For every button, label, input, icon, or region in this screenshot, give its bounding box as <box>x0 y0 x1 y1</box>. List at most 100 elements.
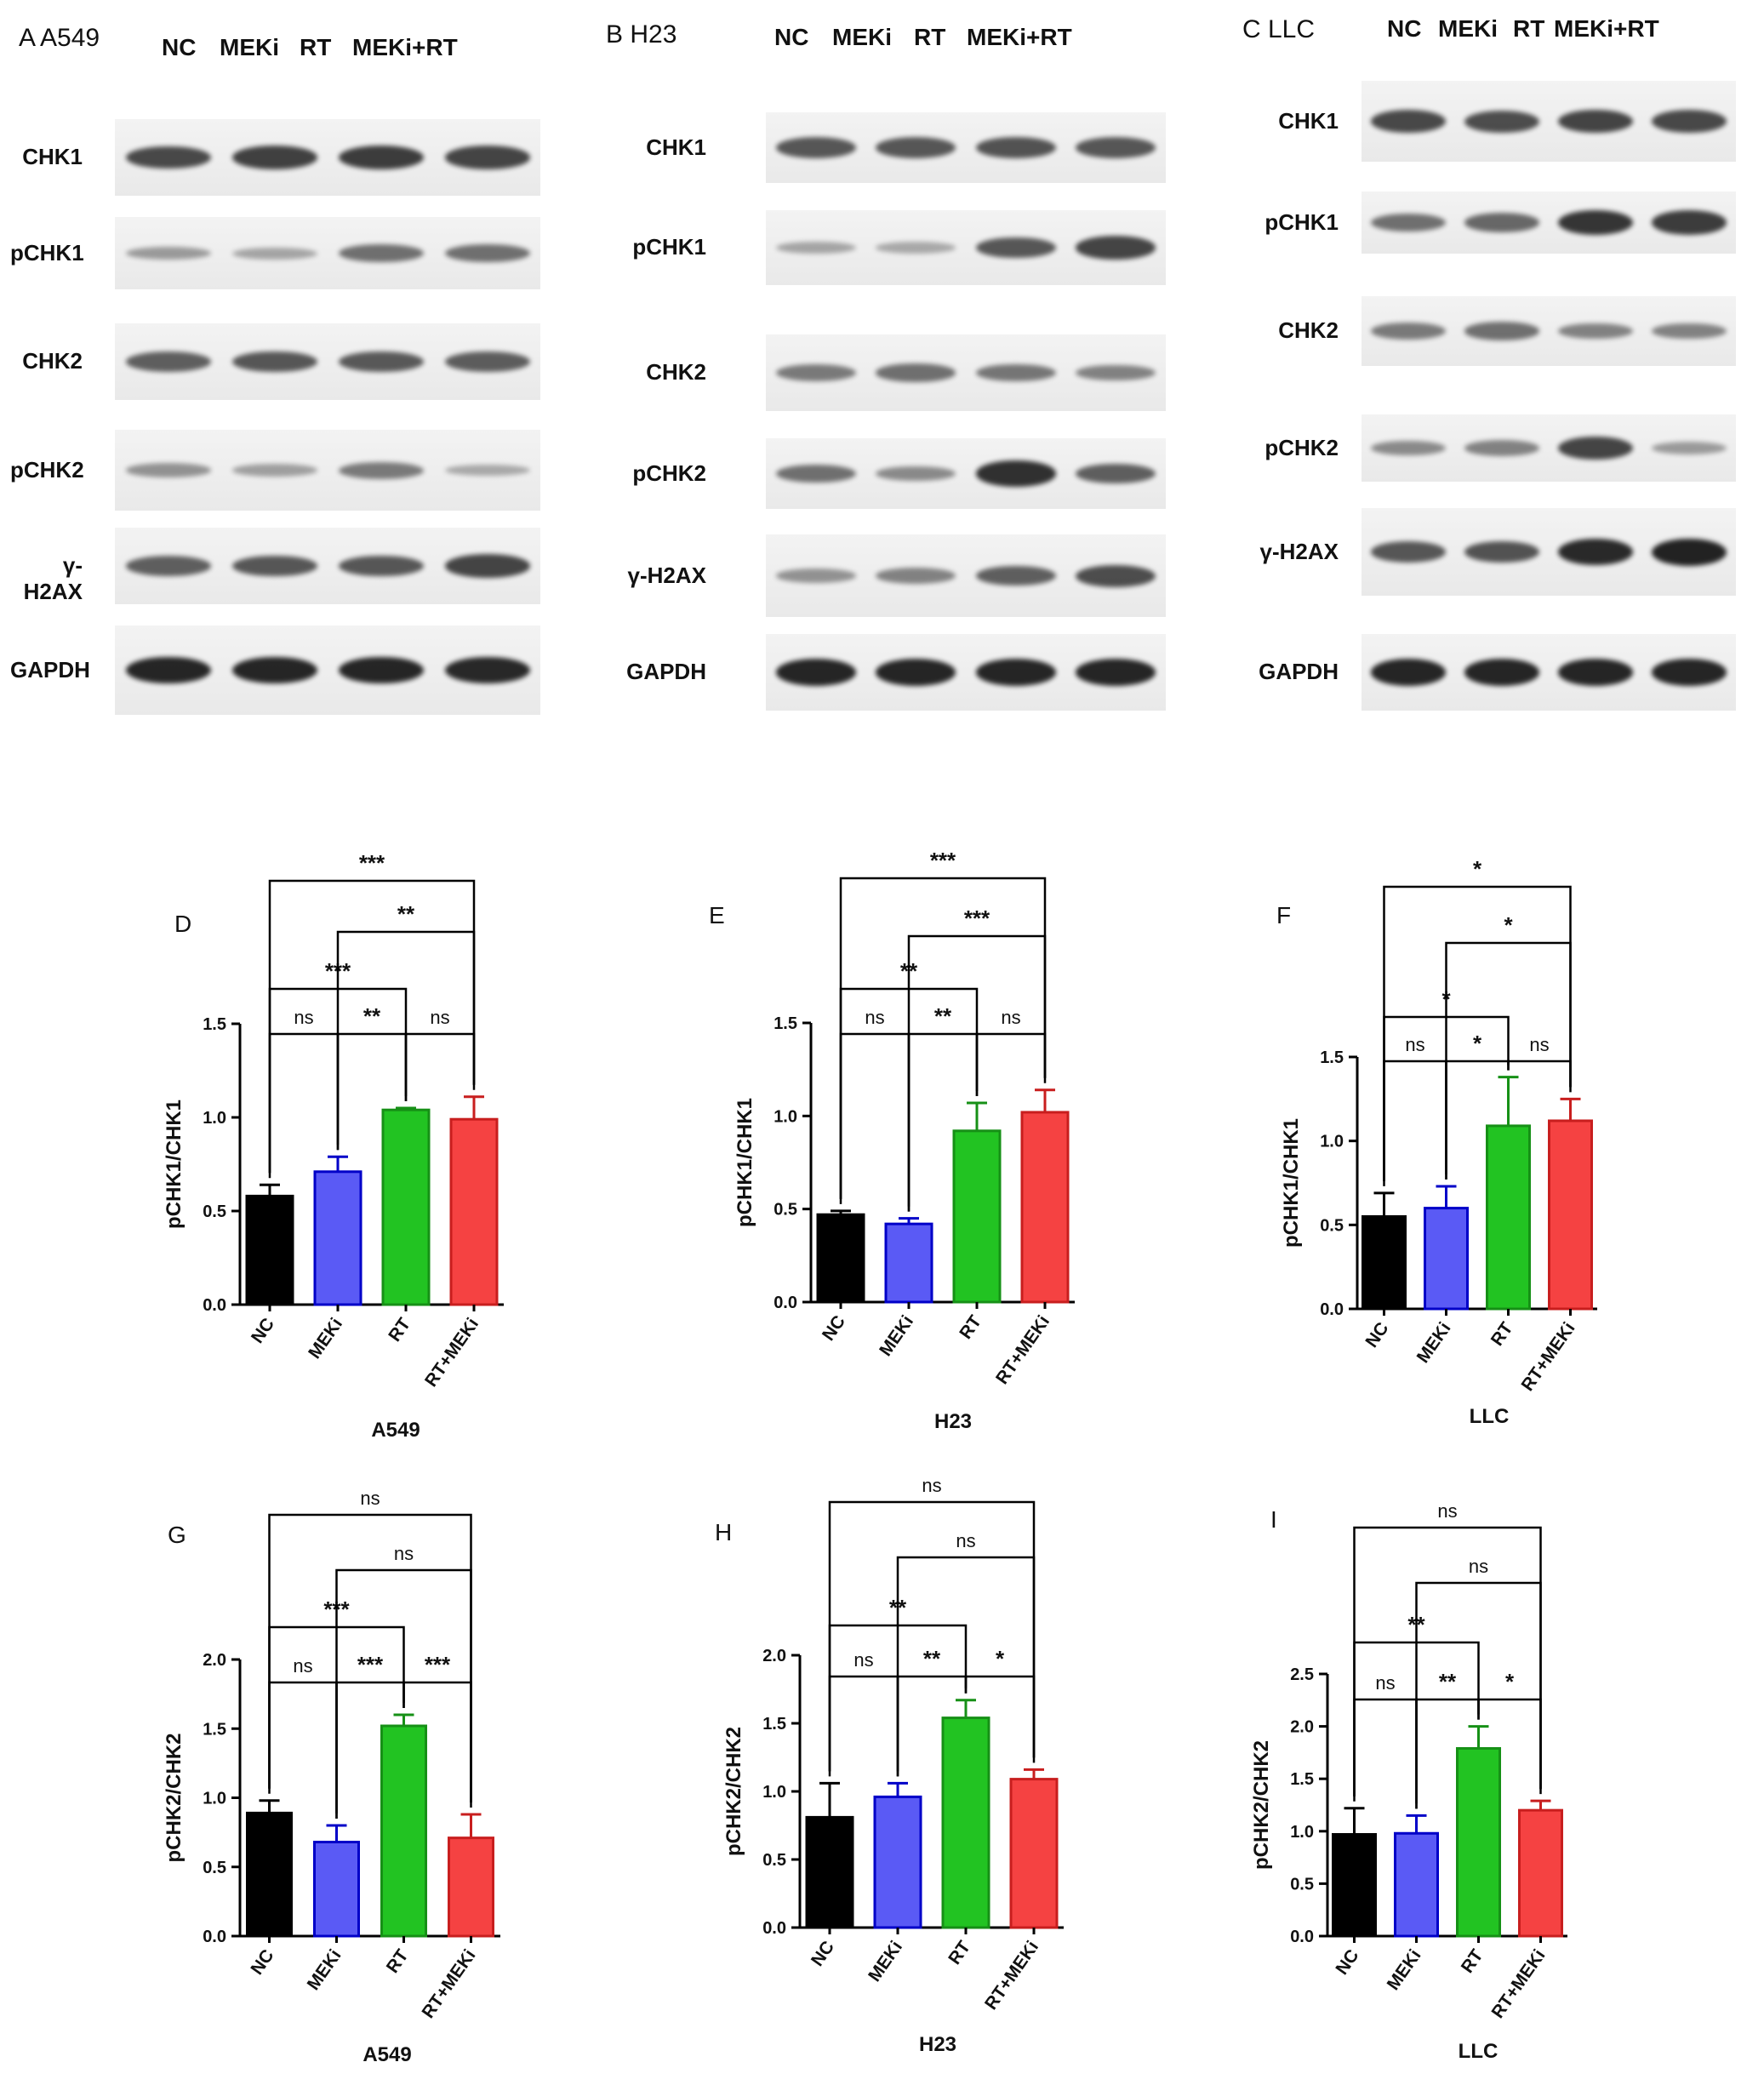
significance-label: *** <box>325 958 351 984</box>
y-tick-label: 1.0 <box>203 1109 226 1128</box>
blot-band <box>975 460 1056 487</box>
blot-band <box>1464 659 1539 686</box>
x-tick-label: RT <box>1487 1319 1517 1350</box>
significance-label: ns <box>430 1007 449 1028</box>
blot-band <box>1652 110 1727 133</box>
blot-band <box>1558 209 1633 236</box>
blot-band <box>775 464 856 483</box>
blot-band <box>1076 564 1156 587</box>
blot-band <box>1076 236 1156 260</box>
y-tick-label: 1.5 <box>1320 1048 1344 1067</box>
blot-band <box>1464 322 1539 340</box>
significance-label: ** <box>363 1003 381 1029</box>
blot-row-label: GAPDH <box>10 656 90 683</box>
blot-row-label: CHK1 <box>1278 107 1339 134</box>
bar <box>1332 1832 1377 1938</box>
x-tick-label: RT+MEKi <box>419 1946 480 2022</box>
bar <box>449 1117 499 1306</box>
blot-band <box>1652 323 1727 340</box>
bar <box>245 1194 294 1306</box>
blot-band <box>1371 213 1446 232</box>
y-axis-label: pCHK2/CHK2 <box>1250 1740 1273 1870</box>
y-tick-label: 0.5 <box>1320 1216 1344 1235</box>
y-axis-label: pCHK1/CHK1 <box>1280 1118 1303 1248</box>
blot-band <box>338 243 424 263</box>
blot-band <box>1558 436 1633 460</box>
x-tick-label: NC <box>1332 1946 1362 1979</box>
x-tick-label: RT+MEKi <box>1518 1319 1579 1395</box>
significance-bracket <box>268 1625 405 1789</box>
blot-band <box>1652 659 1727 686</box>
blot-band <box>125 351 211 372</box>
y-tick-label: 0.5 <box>762 1851 786 1870</box>
significance-bracket <box>1445 1060 1510 1180</box>
significance-bracket <box>828 1500 1036 1772</box>
bar <box>873 1795 922 1929</box>
y-axis-label: pCHK1/CHK1 <box>734 1098 756 1227</box>
bar <box>313 1841 360 1938</box>
chart-panel-i: I 0.0 0.5 1.0 1.5 2.0 2.5 pCHK2/CHK2 NC MEKi RT RT+… <box>1250 1500 1567 2063</box>
significance-bracket <box>335 1681 405 1819</box>
significance-label: ** <box>923 1646 941 1671</box>
x-tick-label: RT <box>945 1938 974 1968</box>
bar <box>381 1108 431 1306</box>
blot-condition-label: MEKi+RT <box>1554 15 1659 42</box>
blot-band <box>1076 137 1156 158</box>
blot-band <box>338 351 424 373</box>
blot-band <box>1652 441 1727 455</box>
blot-band <box>775 568 856 583</box>
blot-band <box>1371 440 1446 456</box>
significance-bracket <box>1445 941 1572 1174</box>
y-tick-label: 0.5 <box>203 1202 226 1221</box>
significance-bracket <box>268 987 408 1174</box>
blot-band <box>1652 210 1727 235</box>
significance-label: * <box>1473 856 1482 882</box>
x-tick-label: NC <box>819 1312 849 1345</box>
y-tick-label: 0.0 <box>774 1294 797 1312</box>
y-tick-label: 1.0 <box>203 1790 226 1808</box>
significance-bracket <box>975 1032 1047 1097</box>
significance-label: ns <box>853 1649 873 1671</box>
significance-bracket <box>404 1032 476 1101</box>
blot-band <box>444 656 530 683</box>
blot-band <box>1464 540 1539 563</box>
bar <box>1548 1119 1593 1311</box>
y-tick-label: 0.5 <box>203 1859 226 1877</box>
bar <box>1424 1207 1469 1311</box>
x-axis-label: LLC <box>1470 1405 1510 1428</box>
significance-bracket <box>1477 1698 1542 1795</box>
significance-label: ns <box>294 1007 313 1028</box>
significance-bracket <box>268 879 476 1174</box>
blot-band <box>338 656 424 684</box>
x-axis-label: A549 <box>363 2043 411 2066</box>
y-tick-label: 0.0 <box>203 1296 226 1315</box>
chart-panel-letter: I <box>1270 1506 1277 1533</box>
blot-band <box>876 363 956 382</box>
blot-condition-label: RT <box>300 34 332 60</box>
bar <box>884 1222 933 1304</box>
blot-band <box>1371 659 1446 686</box>
bar <box>448 1837 494 1938</box>
chart-panel-d: D 0.0 0.5 1.0 1.5 pCHK1/CHK1 NC MEKi RT RT+MEKi A5… <box>163 850 504 1442</box>
significance-bracket <box>839 1032 911 1212</box>
bar <box>1486 1124 1531 1311</box>
chart-panel-f: F 0.0 0.5 1.0 1.5 pCHK1/CHK1 NC MEKi RT RT+MEKi LL… <box>1276 856 1597 1428</box>
significance-bracket <box>839 987 979 1199</box>
y-tick-label: 0.5 <box>1290 1875 1314 1894</box>
blot-row-label: pCHK2 <box>1264 434 1339 460</box>
blot-band <box>1558 539 1633 565</box>
blot-band <box>444 243 530 263</box>
chart-panel-h: H 0.0 0.5 1.0 1.5 2.0 pCHK2/CHK2 NC MEKi RT RT+MEK… <box>715 1475 1064 2056</box>
blot-band <box>231 146 317 169</box>
blot-row-label: pCHK2 <box>632 460 706 486</box>
significance-bracket <box>402 1681 472 1808</box>
blot-condition-label: NC <box>774 24 809 50</box>
blot-condition-label: NC <box>1387 15 1422 42</box>
significance-label: *** <box>425 1652 451 1677</box>
significance-label: ns <box>360 1488 380 1509</box>
significance-label: ns <box>956 1530 975 1551</box>
blot-row-label: CHK2 <box>22 348 83 374</box>
significance-label: ** <box>1407 1612 1425 1637</box>
blot-band <box>444 554 530 578</box>
blot-condition-label: MEKi <box>220 34 279 60</box>
